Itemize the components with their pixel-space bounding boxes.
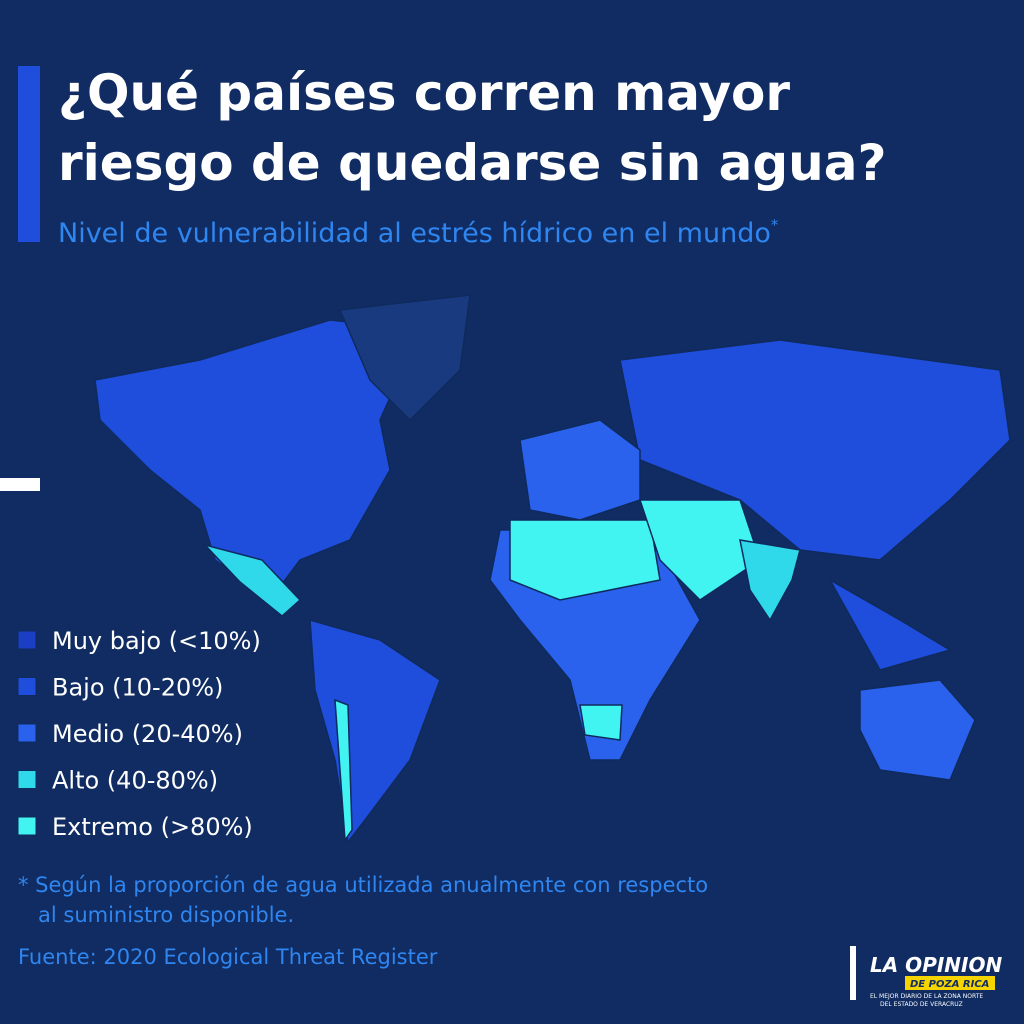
logo-band xyxy=(905,976,995,990)
world-map xyxy=(94,294,1011,844)
legend-swatch xyxy=(17,723,37,743)
title-line: ¿Qué países corren mayor xyxy=(58,64,790,122)
title: ¿Qué países corren mayor riesgo de queda… xyxy=(58,64,886,192)
accent-mark xyxy=(0,478,40,491)
subtitle-mark: * xyxy=(771,216,779,234)
logo-city: DE POZA RICA xyxy=(910,979,989,990)
southern-africa xyxy=(579,704,623,741)
australia xyxy=(859,679,976,781)
footnote: * Según la proporción de agua utilizada … xyxy=(18,873,708,927)
asia xyxy=(619,339,1011,561)
logo-tagline: EL MEJOR DIARIO DE LA ZONA NORTE xyxy=(870,993,983,1000)
legend-swatch xyxy=(17,677,37,696)
legend-label: Alto (40-80%) xyxy=(52,767,218,795)
southeast-asia xyxy=(828,578,952,671)
legend-label: Medio (20-40%) xyxy=(52,720,243,748)
legend-swatch xyxy=(17,770,37,789)
subtitle: Nivel de vulnerabilidad al estrés hídric… xyxy=(58,216,779,249)
footnote-line: al suministro disponible. xyxy=(38,903,294,927)
logo-name: LA OPINION xyxy=(870,953,1002,977)
accent-bar xyxy=(18,66,40,242)
greenland xyxy=(338,294,471,422)
chile xyxy=(334,698,353,843)
legend-label: Muy bajo (<10%) xyxy=(52,627,261,655)
footnote-line: * Según la proporción de agua utilizada … xyxy=(18,873,708,897)
middle-east xyxy=(638,499,761,601)
legend-label: Extremo (>80%) xyxy=(52,813,253,841)
subtitle-text: Nivel de vulnerabilidad al estrés hídric… xyxy=(58,218,771,249)
logo: LA OPINION DE POZA RICA EL MEJOR DIARIO … xyxy=(850,946,1002,1008)
legend-swatch xyxy=(17,816,37,836)
mexico xyxy=(202,543,302,617)
logo-icon xyxy=(850,946,856,1000)
india xyxy=(739,539,801,622)
title-line: riesgo de quedarse sin agua? xyxy=(58,134,886,192)
logo-tagline: DEL ESTADO DE VERACRUZ xyxy=(880,1001,963,1008)
source: Fuente: 2020 Ecological Threat Register xyxy=(18,945,438,969)
legend-label: Bajo (10-20%) xyxy=(52,674,223,702)
north-africa xyxy=(509,519,661,601)
legend: Muy bajo (<10%) Bajo (10-20%) Medio (20-40… xyxy=(17,627,261,841)
legend-swatch xyxy=(17,630,37,650)
